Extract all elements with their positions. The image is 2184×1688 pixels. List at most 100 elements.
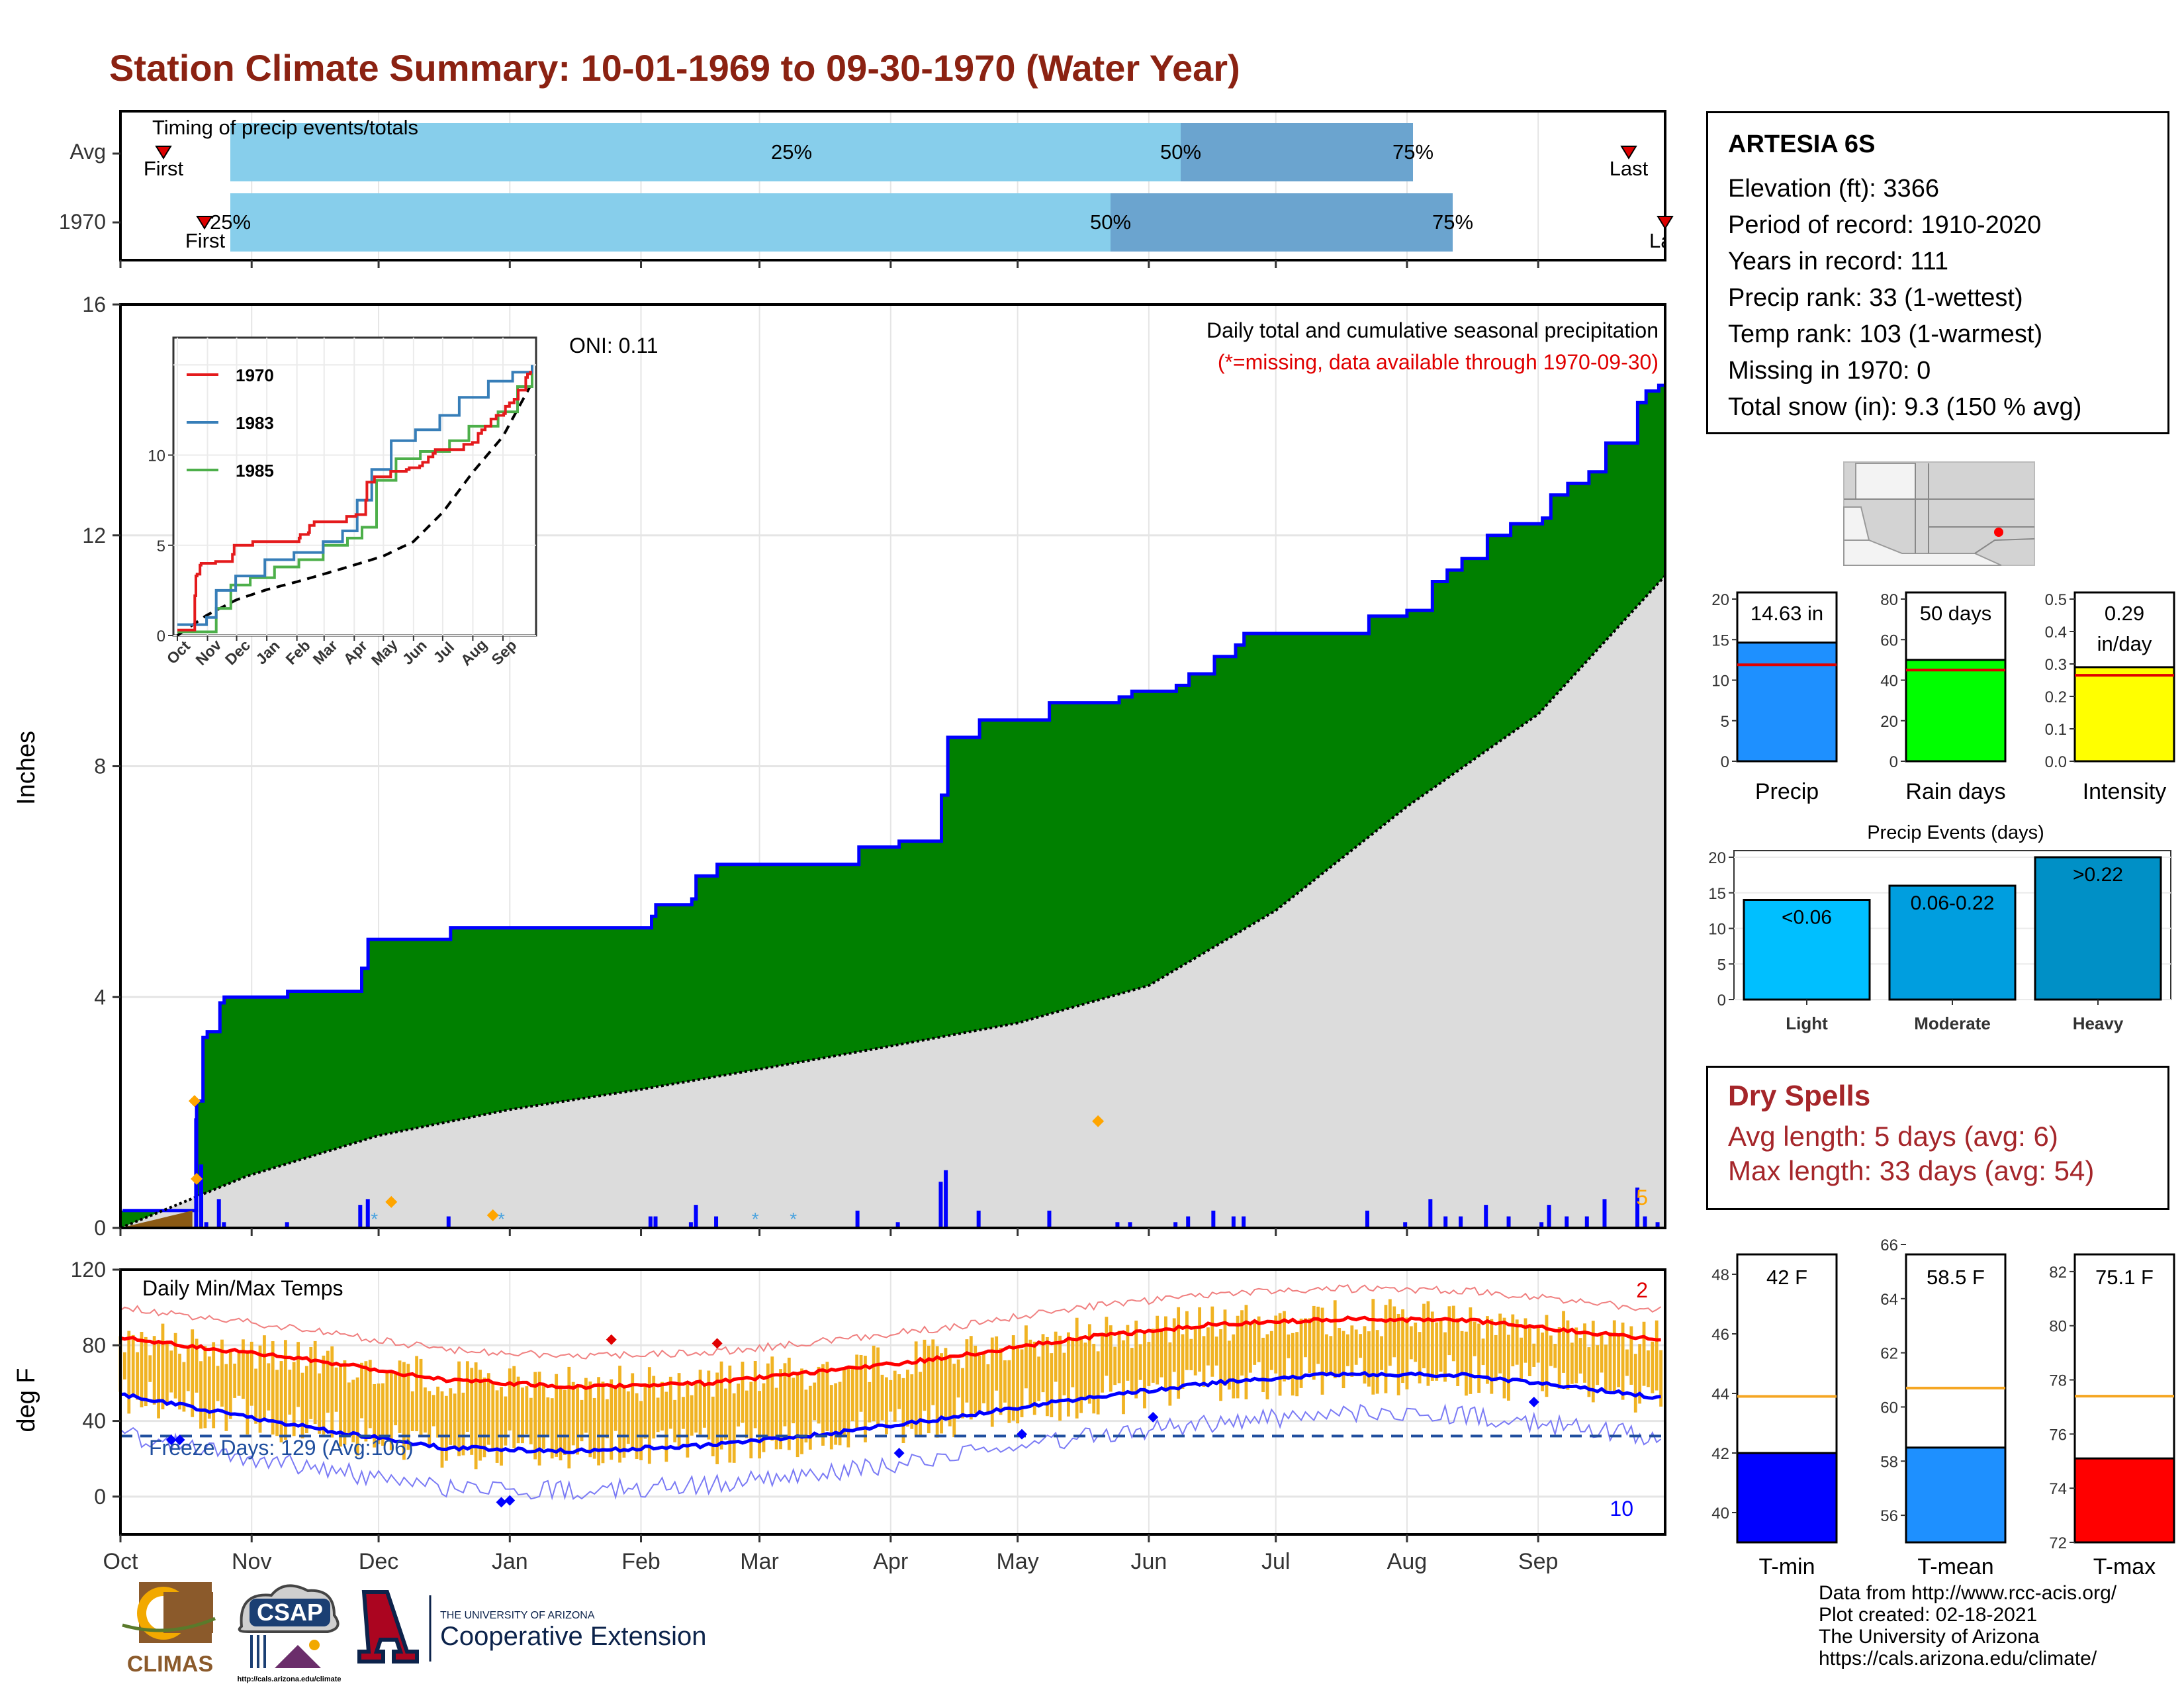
temp-max-count: 2: [1636, 1278, 1648, 1302]
temp-range-bar: [1524, 1318, 1527, 1363]
station-line-elevation: Elevation (ft): 3366: [1728, 175, 1939, 203]
inset-series-1970: [177, 371, 532, 632]
temp-range-bar: [1325, 1334, 1328, 1376]
temp-range-bar: [804, 1389, 808, 1443]
temp-ytick: 0: [94, 1485, 106, 1509]
temp-range-bar: [855, 1354, 859, 1429]
temp-range-bar: [1570, 1342, 1574, 1384]
event-xlabel: Heavy: [2073, 1013, 2124, 1033]
station-line-missing: Missing in 1970: 0: [1728, 357, 1931, 385]
temp-range-bar: [1354, 1329, 1358, 1365]
inset-series-1983: [177, 365, 533, 626]
yr-p50-label: 50%: [1090, 211, 1131, 234]
total-bar-2: [2073, 666, 2175, 763]
temp-range-bar: [1405, 1317, 1409, 1389]
temp-mean-bar-1: [1905, 1446, 2007, 1544]
temp-range-bar: [1396, 1313, 1400, 1395]
daily-precip-bar: [1539, 1222, 1544, 1228]
temp-range-bar: [1232, 1334, 1236, 1399]
temp-range-bar: [1185, 1311, 1189, 1370]
record-high-marker: [606, 1334, 617, 1345]
temp-bar-ytick: 62: [1880, 1345, 1898, 1363]
temp-range-bar: [774, 1387, 778, 1450]
temp-range-bar: [1384, 1305, 1388, 1393]
daily-precip-bar: [1506, 1216, 1511, 1228]
temp-bar-xlabel-0: T-min: [1759, 1554, 1815, 1579]
dry-spells-title: Dry Spells: [1728, 1080, 1871, 1112]
precip-ytick: 0: [94, 1216, 106, 1240]
temp-range-bar: [419, 1358, 423, 1436]
temp-range-bar: [1333, 1300, 1337, 1379]
record-low-marker: [504, 1495, 516, 1506]
temp-range-bar: [1172, 1318, 1176, 1372]
csap-logo: CSAP http://cals.arizona.edu/climate: [237, 1584, 341, 1683]
temp-range-bar: [1363, 1326, 1367, 1384]
temp-range-bar: [173, 1333, 177, 1399]
temp-range-bar: [334, 1367, 338, 1412]
temp-range-bar: [410, 1391, 414, 1431]
temp-range-bar: [1075, 1317, 1079, 1419]
temp-range-bar: [897, 1374, 901, 1409]
daily-precip-bar: [976, 1210, 981, 1228]
temp-range-bar: [385, 1370, 389, 1439]
temp-range-bar: [1511, 1314, 1515, 1367]
temp-range-bar: [1291, 1333, 1295, 1396]
temp-range-bar: [1156, 1315, 1160, 1385]
avg-max-line: [120, 1315, 1661, 1390]
temp-range-bar: [965, 1339, 969, 1403]
daily-precip-bar: [855, 1210, 860, 1228]
credits: Data from http://www.rcc-acis.org/ Plot …: [1819, 1582, 2116, 1669]
temp-range-bar: [1062, 1352, 1066, 1395]
temp-range-bar: [486, 1373, 490, 1445]
temp-range-bar: [868, 1382, 872, 1423]
temp-range-bar: [495, 1390, 499, 1463]
temp-range-bar: [673, 1399, 677, 1442]
temp-ytick: 40: [82, 1409, 106, 1433]
temp-range-bar: [1342, 1331, 1345, 1389]
surplus-area: [120, 385, 1665, 1228]
temp-range-bar: [373, 1383, 377, 1448]
daily-precip-bar: [1128, 1222, 1132, 1228]
daily-precip-bar: [1484, 1205, 1488, 1228]
temp-range-bar: [228, 1350, 232, 1419]
precip-panel: * * * * 0 4 8 12 16 Inches Daily total and cumu…: [13, 293, 1666, 1240]
total-xlabel-0: Precip: [1755, 779, 1819, 804]
temp-bar-ytick: 60: [1880, 1399, 1898, 1417]
temp-range-bar: [1214, 1336, 1218, 1366]
temp-range-bar: [668, 1376, 672, 1429]
daily-precip-bar: [944, 1170, 948, 1228]
temp-range-bar: [783, 1363, 787, 1427]
month-tick: Jan: [492, 1549, 528, 1574]
inset-xtick: Aug: [457, 635, 490, 669]
avg-first-label: First: [144, 157, 184, 180]
temp-range-bar: [127, 1331, 131, 1414]
temp-bar-ytick: 58: [1880, 1453, 1898, 1471]
temp-range-bar: [1054, 1331, 1058, 1382]
temp-range-bar: [300, 1372, 304, 1438]
temp-bar-ytick: 82: [2049, 1264, 2067, 1282]
temp-range-bar: [647, 1367, 651, 1464]
temp-range-bar: [605, 1399, 609, 1438]
temp-range-bar: [842, 1368, 846, 1437]
temp-range-bar: [224, 1364, 228, 1431]
temp-range-bar: [1219, 1329, 1222, 1401]
snow-asterisk: *: [498, 1209, 505, 1229]
temp-range-bar: [707, 1370, 711, 1440]
temp-bar-ytick: 56: [1880, 1507, 1898, 1525]
temp-range-bar: [1465, 1331, 1468, 1396]
temp-range-bar: [656, 1397, 660, 1432]
temp-range-bar: [1409, 1326, 1413, 1360]
daily-precip-bar: [653, 1216, 658, 1228]
total-ytick: 40: [1880, 673, 1898, 690]
temp-range-bar: [800, 1368, 803, 1454]
temp-range-bar: [461, 1392, 465, 1456]
temp-range-bar: [122, 1352, 126, 1380]
temp-range-bar: [639, 1401, 643, 1460]
temp-range-bar: [914, 1341, 918, 1436]
temp-range-bar: [1096, 1351, 1100, 1415]
temp-range-bar: [741, 1362, 745, 1423]
daily-precip-bars: [194, 1118, 1660, 1228]
temp-range-bar: [643, 1383, 647, 1439]
station-line-period: Period of record: 1910-2020: [1728, 211, 2042, 239]
timing-row-avg: Avg: [69, 140, 106, 164]
